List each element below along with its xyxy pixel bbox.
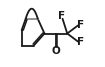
Text: F: F	[77, 20, 85, 30]
Text: F: F	[58, 11, 65, 21]
Text: O: O	[51, 46, 60, 56]
Text: F: F	[77, 37, 85, 47]
